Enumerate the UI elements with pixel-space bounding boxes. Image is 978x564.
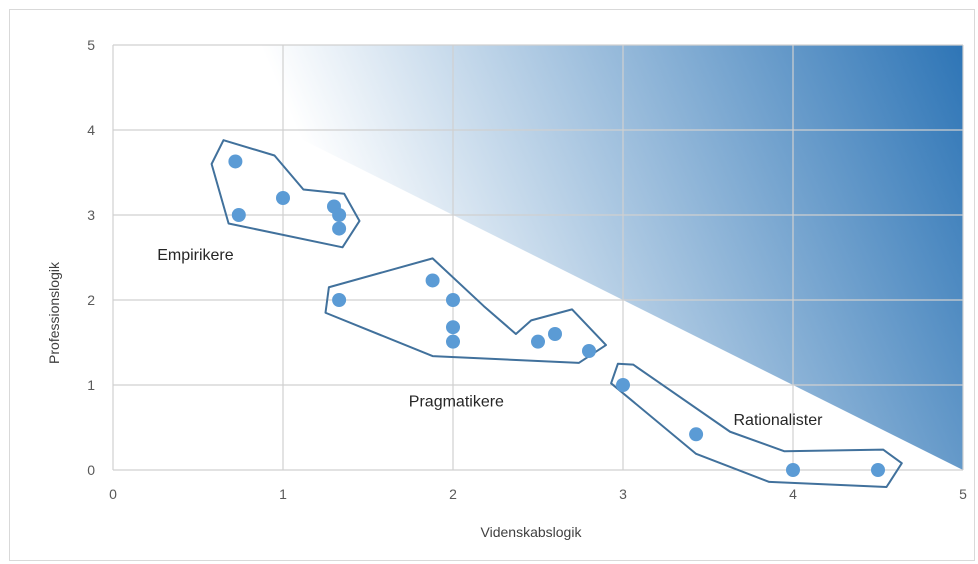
data-point: [228, 154, 243, 169]
data-point: [332, 293, 347, 307]
x-tick-label: 3: [619, 486, 627, 502]
x-tick-label: 0: [109, 486, 117, 502]
group-outline-empirikere: [210, 139, 361, 249]
y-tick-label: 0: [87, 462, 95, 478]
shaded-region: [113, 45, 963, 470]
data-point: [332, 208, 347, 222]
data-point: [548, 327, 562, 341]
group-outline-pragmatikere: [324, 257, 607, 364]
group-outline-rationalister: [610, 362, 903, 488]
data-point: [582, 344, 596, 358]
data-point: [871, 463, 885, 477]
data-point: [531, 334, 545, 349]
group-outlines: [210, 139, 903, 488]
x-axis-title: Videnskabslogik: [481, 524, 583, 540]
gridlines: [112, 44, 964, 471]
data-point: [332, 221, 347, 236]
y-tick-label: 5: [87, 37, 95, 53]
data-points: [228, 154, 885, 477]
data-point: [616, 378, 630, 392]
y-tick-label: 1: [87, 377, 95, 393]
x-axis-ticks: 0 1 2 3 4 5: [109, 486, 967, 502]
x-tick-label: 5: [959, 486, 967, 502]
data-point: [446, 320, 460, 335]
data-point: [231, 208, 246, 222]
group-label-rationalister: Rationalister: [734, 412, 824, 429]
x-tick-label: 4: [789, 486, 797, 502]
y-tick-label: 3: [87, 207, 95, 223]
group-label-empirikere: Empirikere: [157, 247, 234, 264]
data-point: [425, 273, 440, 288]
y-axis-ticks: 0 1 2 3 4 5: [87, 37, 95, 478]
data-point: [786, 463, 800, 477]
y-axis-title: Professionslogik: [46, 261, 62, 364]
y-tick-label: 2: [87, 292, 95, 308]
x-tick-label: 2: [449, 486, 457, 502]
data-point: [276, 191, 290, 205]
data-point: [689, 427, 704, 442]
x-tick-label: 1: [279, 486, 287, 502]
group-label-pragmatikere: Pragmatikere: [409, 393, 504, 410]
y-tick-label: 4: [87, 122, 95, 138]
data-point: [446, 334, 460, 349]
data-point: [446, 293, 460, 307]
group-labels: Empirikere Pragmatikere Rationalister: [157, 247, 823, 429]
